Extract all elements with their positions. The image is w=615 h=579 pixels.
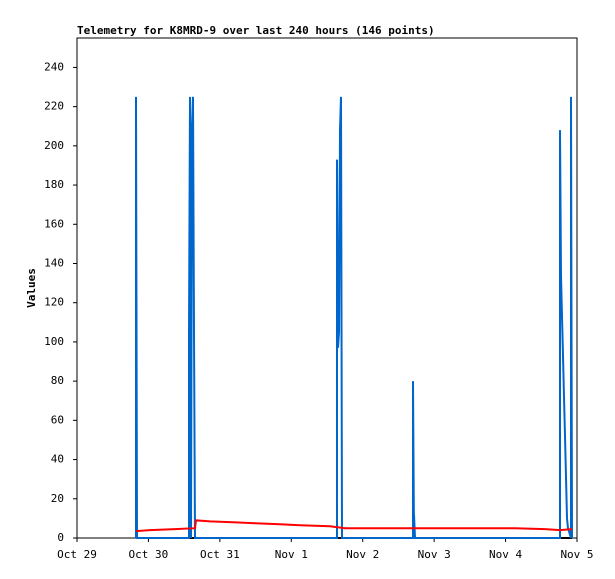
y-tick-label: 180 — [44, 178, 64, 191]
y-tick-label: 200 — [44, 139, 64, 152]
data-line — [135, 96, 573, 539]
y-tick-label: 0 — [57, 531, 64, 544]
x-tick-label: Nov 3 — [418, 548, 451, 561]
x-tick-label: Nov 4 — [489, 548, 522, 561]
y-axis-label: Values — [25, 268, 38, 308]
y-tick-label: 80 — [51, 374, 64, 387]
x-tick-label: Oct 31 — [200, 548, 240, 561]
y-tick-label: 60 — [51, 413, 64, 426]
y-tick-label: 100 — [44, 335, 64, 348]
x-tick-label: Nov 2 — [346, 548, 379, 561]
x-tick-label: Oct 29 — [57, 548, 97, 561]
x-tick-label: Nov 1 — [275, 548, 308, 561]
y-tick-label: 160 — [44, 217, 64, 230]
data-line — [135, 519, 573, 533]
plot-frame — [76, 37, 578, 539]
y-tick-label: 140 — [44, 256, 64, 269]
chart-title: Telemetry for K8MRD-9 over last 240 hour… — [77, 24, 435, 37]
y-tick-label: 40 — [51, 453, 64, 466]
x-tick-label: Oct 30 — [129, 548, 169, 561]
y-tick-label: 220 — [44, 100, 64, 113]
y-tick-label: 20 — [51, 492, 64, 505]
y-tick-label: 120 — [44, 296, 64, 309]
y-tick-label: 240 — [44, 60, 64, 73]
x-tick-label: Nov 5 — [560, 548, 593, 561]
